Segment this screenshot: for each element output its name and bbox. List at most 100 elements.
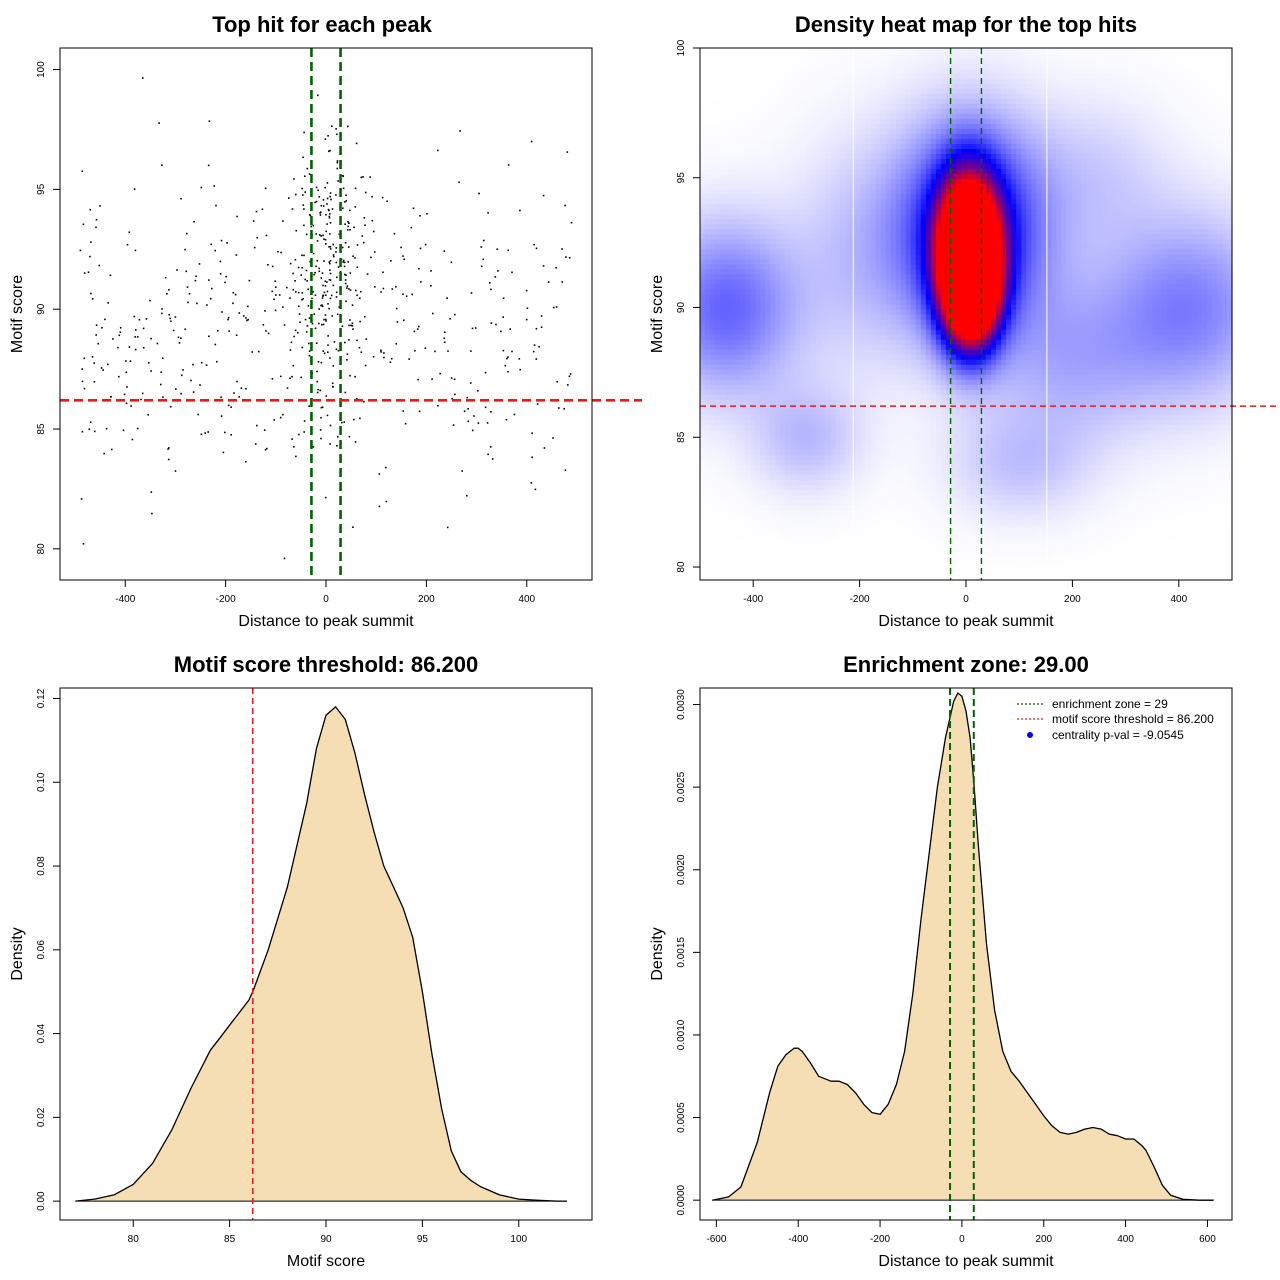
heatmap-cell (890, 559, 897, 566)
heatmap-cell (800, 158, 806, 165)
heatmap-cell (805, 384, 812, 390)
heatmap-cell (825, 113, 832, 119)
data-point (324, 280, 327, 283)
heatmap-cell (725, 459, 731, 466)
heatmap-cell (865, 73, 872, 79)
data-point (369, 176, 371, 178)
heatmap-cell (750, 293, 756, 300)
heatmap-cell (865, 83, 872, 89)
heatmap-cell (700, 569, 706, 576)
data-point (336, 161, 339, 164)
heatmap-cell (865, 163, 872, 170)
heatmap-cell (720, 334, 726, 340)
heatmap-cell (775, 464, 781, 471)
heatmap-cell (865, 549, 872, 556)
heatmap-cell (755, 434, 761, 441)
heatmap-cell (760, 118, 766, 124)
data-point (322, 295, 324, 297)
heatmap-cell (760, 319, 766, 325)
data-point (83, 272, 86, 274)
heatmap-cell (770, 374, 776, 380)
heatmap-cell (855, 554, 862, 561)
heatmap-cell (855, 354, 862, 360)
heatmap-cell (885, 354, 892, 360)
heatmap-cell (700, 574, 706, 581)
heatmap-cell (750, 98, 756, 104)
data-point (344, 273, 346, 276)
heatmap-cell (780, 524, 786, 531)
heatmap-cell (750, 288, 756, 295)
heatmap-cell (865, 203, 872, 210)
heatmap-cell (840, 414, 847, 420)
heatmap-cell (780, 203, 786, 210)
heatmap-cell (775, 48, 781, 54)
heatmap-cell (855, 208, 862, 215)
heatmap-cell (710, 118, 716, 124)
heatmap-cell (735, 108, 741, 114)
heatmap-cell (705, 78, 711, 84)
heatmap-cell (875, 444, 882, 451)
heatmap-cell (740, 223, 746, 230)
heatmap-cell (780, 344, 786, 350)
heatmap-cell (710, 549, 716, 556)
heatmap-cell (750, 128, 756, 134)
heatmap-cell (785, 208, 791, 215)
heatmap-cell (815, 103, 822, 109)
heatmap-cell (790, 374, 796, 380)
heatmap-cell (890, 534, 897, 541)
heatmap-cell (845, 278, 852, 285)
heatmap-cell (830, 233, 837, 240)
heatmap-cell (715, 359, 721, 365)
heatmap-cell (825, 484, 832, 491)
heatmap-cell (815, 283, 822, 290)
heatmap-cell (715, 514, 721, 521)
heatmap-cell (730, 83, 736, 89)
data-point (382, 287, 385, 290)
heatmap-cell (870, 143, 877, 149)
heatmap-cell (785, 479, 791, 486)
heatmap-cell (715, 168, 721, 175)
heatmap-cell (810, 494, 817, 501)
data-point (219, 273, 222, 275)
heatmap-cell (835, 103, 842, 109)
heatmap-cell (725, 123, 731, 129)
heatmap-cell (755, 499, 761, 506)
heatmap-cell (805, 303, 812, 310)
heatmap-cell (755, 78, 761, 84)
heatmap-cell (775, 429, 781, 436)
heatmap-cell (735, 374, 741, 380)
heatmap-cell (795, 273, 801, 280)
data-point (453, 378, 456, 380)
heatmap-cell (810, 324, 817, 330)
heatmap-cell (860, 273, 867, 280)
data-point (526, 307, 529, 309)
heatmap-cell (785, 293, 791, 300)
heatmap-cell (870, 273, 877, 280)
heatmap-cell (835, 153, 842, 160)
heatmap-cell (750, 278, 756, 285)
heatmap-cell (715, 464, 721, 471)
heatmap-cell (845, 198, 852, 205)
heatmap-cell (875, 118, 882, 124)
heatmap-cell (740, 349, 746, 355)
heatmap-cell (835, 464, 842, 471)
heatmap-cell (870, 78, 877, 84)
data-point (291, 375, 293, 378)
data-point (245, 317, 247, 319)
data-point (329, 279, 332, 281)
heatmap-cell (730, 344, 736, 350)
data-point (535, 358, 538, 360)
data-point (348, 435, 351, 438)
heatmap-cell (895, 228, 902, 235)
heatmap-cell (880, 449, 887, 456)
heatmap-cell (760, 68, 766, 74)
heatmap-cell (860, 569, 867, 576)
heatmap-cell (770, 489, 776, 496)
heatmap-cell (780, 389, 786, 395)
heatmap-cell (765, 574, 771, 581)
heatmap-cell (750, 564, 756, 571)
heatmap-cell (855, 499, 862, 506)
heatmap-cell (890, 429, 897, 436)
heatmap-cell (875, 103, 882, 109)
heatmap-cell (830, 53, 837, 59)
